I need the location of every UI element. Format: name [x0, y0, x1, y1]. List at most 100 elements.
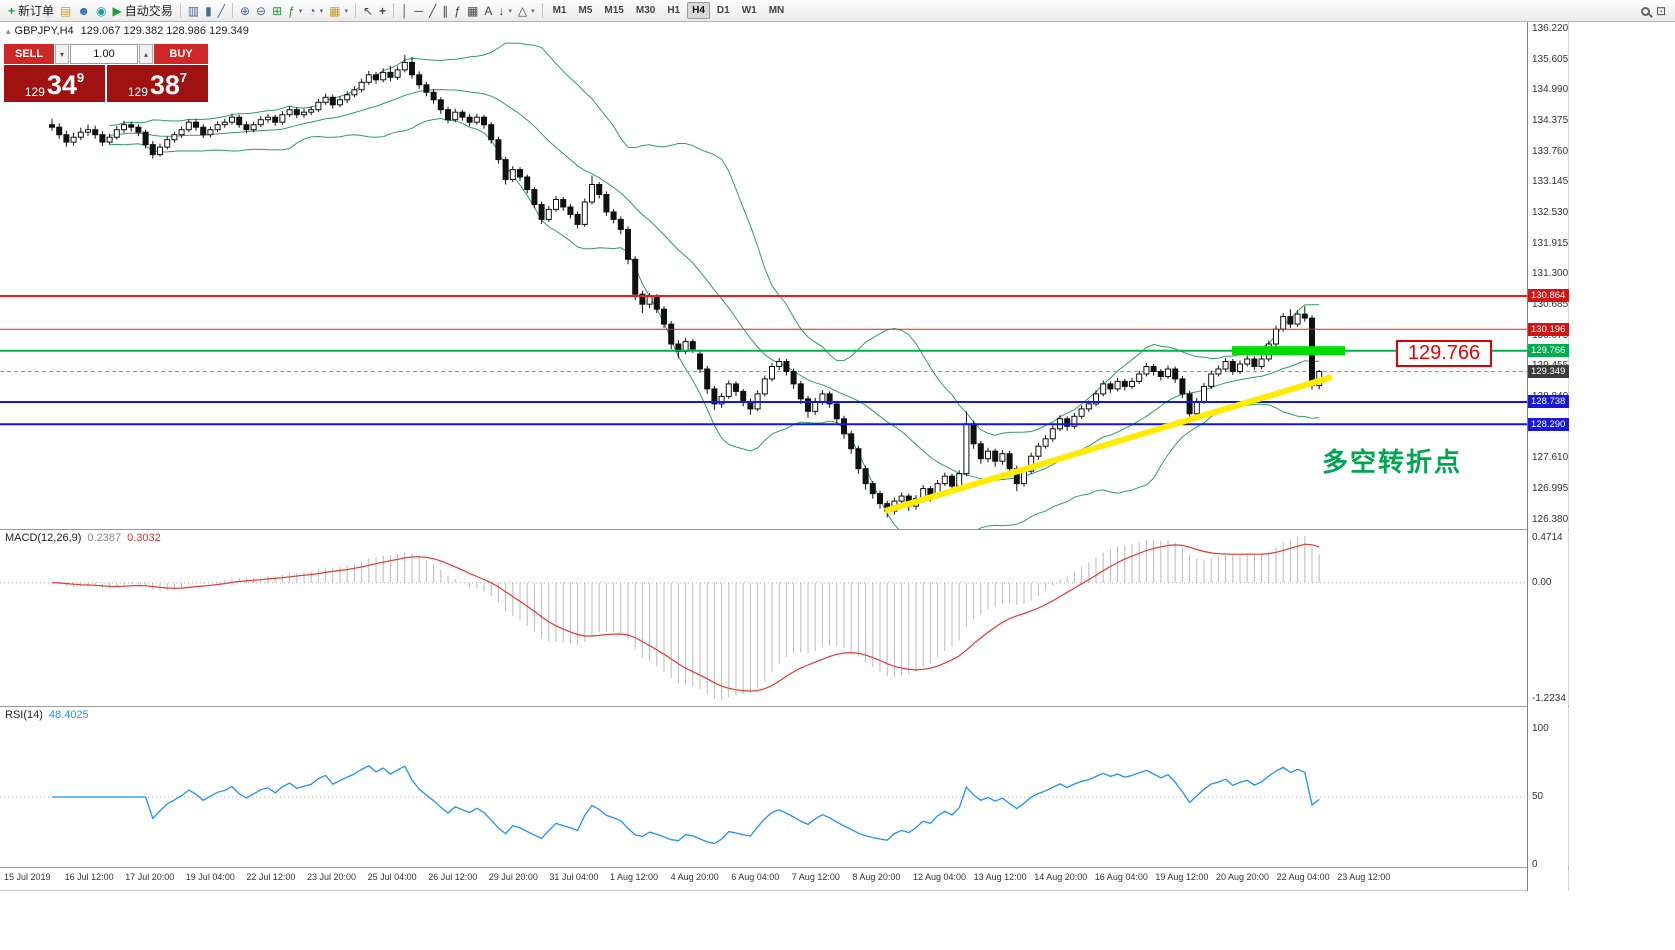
timeframe-mn[interactable]: MN — [768, 5, 785, 16]
price-axis[interactable]: 136.220 135.605 134.990 134.375 133.760 133.1… — [1527, 22, 1569, 891]
dropdown-caret-icon: ▾ — [298, 7, 303, 15]
vertical-line-button[interactable]: │ — [398, 2, 412, 20]
pane-divider[interactable] — [0, 529, 1569, 530]
volume-input[interactable]: 1.00 — [70, 44, 138, 64]
toolbar-right: ⊡ — [1638, 2, 1669, 20]
layout-button[interactable]: ⊡ — [1653, 2, 1669, 20]
indicators-button[interactable]: ƒ ▾ — [285, 2, 305, 20]
zoom-in-button[interactable]: ⊕ — [237, 2, 253, 20]
periods-button[interactable]: ◔ ▾ — [305, 2, 326, 20]
price-callout[interactable]: 129.766 — [1396, 340, 1492, 367]
time-axis-label: 7 Aug 12:00 — [791, 872, 840, 882]
turning-point-annotation: 多空转折点 — [1322, 447, 1463, 477]
price-pane[interactable]: ▴ GBPJPY,H4 129.067 129.382 128.986 129.34… — [0, 22, 1527, 529]
horizontal-line-icon: ─ — [414, 3, 424, 18]
timeframe-h4[interactable]: H4 — [687, 2, 710, 19]
new-order-button[interactable]: + 新订单 — [5, 2, 57, 20]
main-toolbar: + 新订单 ▤ ☻ ◉ ▶ 自动交易 ▥ ▮ ╱ ⊕ ⊖ ⊞ ƒ ▾ ◔ ▾ ▦ ▾ ↖ + │ ─ ╱ ∥ ƒ ▦ A ↓ ▾ △ ▾ M1… — [0, 0, 1675, 22]
time-axis-label: 16 Aug 04:00 — [1094, 872, 1148, 882]
time-axis-label: 23 Aug 12:00 — [1337, 872, 1391, 882]
buy-price-sup: 7 — [179, 70, 188, 85]
macd-pane[interactable]: MACD(12,26,9) 0.2387 0.3032 — [0, 530, 1527, 706]
search-button[interactable] — [1638, 2, 1653, 20]
toolbar-separator — [179, 3, 181, 18]
time-axis-label: 16 Jul 12:00 — [64, 872, 114, 882]
timeframe-m15[interactable]: M15 — [604, 5, 624, 16]
tile-windows-button[interactable]: ⊞ — [269, 2, 285, 20]
crosshair-icon: + — [379, 3, 387, 18]
price-level-tag: 128.738 — [1528, 395, 1569, 409]
price-axis-label: 126.380 — [1532, 513, 1569, 525]
profile-button[interactable]: ☻ — [74, 2, 93, 20]
rsi-chart-svg[interactable] — [0, 707, 1527, 867]
rsi-axis-label: 0 — [1532, 859, 1538, 870]
buy-price-button[interactable]: 129 38 7 — [107, 65, 208, 102]
fibonacci-button[interactable]: ƒ — [451, 2, 464, 20]
shapes-grid-button[interactable]: ▦ — [464, 2, 481, 20]
toolbar-groups: + 新订单 ▤ ☻ ◉ ▶ 自动交易 ▥ ▮ ╱ ⊕ ⊖ ⊞ ƒ ▾ ◔ ▾ ▦ ▾ ↖ + │ ─ ╱ ∥ ƒ ▦ A ↓ ▾ △ ▾ — [5, 2, 547, 20]
sell-button[interactable]: SELL — [4, 44, 54, 64]
zoom-out-button[interactable]: ⊖ — [253, 2, 269, 20]
objects-button[interactable]: △ ▾ — [515, 2, 538, 20]
timeframe-h1[interactable]: H1 — [667, 5, 681, 16]
chart-window-button[interactable]: ▤ — [57, 2, 74, 20]
zoom-out-icon: ⊖ — [256, 3, 267, 18]
arrows-button[interactable]: ↓ ▾ — [495, 2, 515, 20]
price-chart-svg[interactable] — [0, 22, 1527, 529]
vertical-line-icon: │ — [401, 3, 409, 18]
macd-axis-label: -1.2234 — [1532, 693, 1566, 704]
time-axis-label: 8 Aug 20:00 — [852, 872, 901, 882]
price-level-tag: 128.290 — [1528, 417, 1569, 431]
pane-divider[interactable] — [0, 706, 1569, 707]
channel-button[interactable]: ∥ — [439, 2, 451, 20]
ohlc-values: 129.067 129.382 128.986 129.349 — [80, 25, 249, 37]
line-chart-button[interactable]: ╱ — [215, 2, 228, 20]
toolbar-separator — [354, 3, 356, 18]
trendline-button[interactable]: ╱ — [426, 2, 439, 20]
buy-button[interactable]: BUY — [154, 44, 208, 64]
autotrade-button-label: 自动交易 — [124, 4, 173, 18]
price-axis-label: 127.610 — [1532, 452, 1569, 464]
rsi-pane[interactable]: RSI(14) 48.4025 — [0, 707, 1527, 867]
bar-chart-button[interactable]: ▥ — [185, 2, 202, 20]
templates-button[interactable]: ▦ ▾ — [326, 2, 351, 20]
objects-icon: △ — [517, 3, 528, 18]
time-axis-label: 19 Jul 04:00 — [185, 872, 235, 882]
macd-chart-svg[interactable] — [0, 530, 1527, 706]
timeframe-m5[interactable]: M5 — [578, 5, 593, 16]
time-axis[interactable]: 15 Jul 2019 16 Jul 12:00 17 Jul 20:00 19 Ju… — [0, 868, 1569, 890]
timeframe-m30[interactable]: M30 — [635, 5, 656, 16]
pane-divider[interactable] — [0, 867, 1569, 868]
price-axis-label: 135.605 — [1532, 53, 1569, 65]
shapes-grid-icon: ▦ — [466, 3, 479, 18]
chart-header: ▴ GBPJPY,H4 129.067 129.382 128.986 129.34… — [6, 25, 249, 37]
macd-axis-label: 0.00 — [1532, 576, 1552, 588]
arrows-icon: ↓ — [498, 3, 505, 18]
timeframe-w1[interactable]: W1 — [741, 5, 757, 16]
time-axis-label: 17 Jul 20:00 — [125, 872, 175, 882]
community-button[interactable]: ◉ — [93, 2, 109, 20]
timeframe-d1[interactable]: D1 — [716, 5, 730, 16]
cursor-button[interactable]: ↖ — [360, 2, 376, 20]
sell-price-button[interactable]: 129 34 9 — [4, 65, 105, 102]
price-axis-label: 131.300 — [1532, 268, 1569, 280]
symbol-label: GBPJPY,H4 — [14, 25, 74, 37]
volume-spinner-icon[interactable]: ▴ — [139, 44, 153, 64]
one-click-collapse-icon[interactable]: ▴ — [6, 26, 11, 36]
macd-axis-label: 0.4714 — [1532, 532, 1563, 543]
timeframe-m1[interactable]: M1 — [552, 5, 567, 16]
price-axis-label: 136.220 — [1532, 22, 1569, 34]
candle-chart-button[interactable]: ▮ — [202, 2, 215, 20]
rsi-value: 48.4025 — [48, 709, 89, 721]
horizontal-line-button[interactable]: ─ — [412, 2, 427, 20]
text-button[interactable]: A — [481, 2, 495, 20]
time-axis-label: 14 Aug 20:00 — [1034, 872, 1088, 882]
crosshair-button[interactable]: + — [376, 2, 389, 20]
dropdown-caret-icon: ▾ — [344, 7, 348, 15]
sell-dropdown-icon[interactable]: ▾ — [55, 44, 69, 64]
autotrade-button[interactable]: ▶ 自动交易 — [110, 2, 176, 20]
layout-icon: ⊡ — [1655, 4, 1666, 18]
rsi-label: RSI(14) — [5, 709, 43, 721]
dropdown-caret-icon: ▾ — [508, 7, 512, 15]
